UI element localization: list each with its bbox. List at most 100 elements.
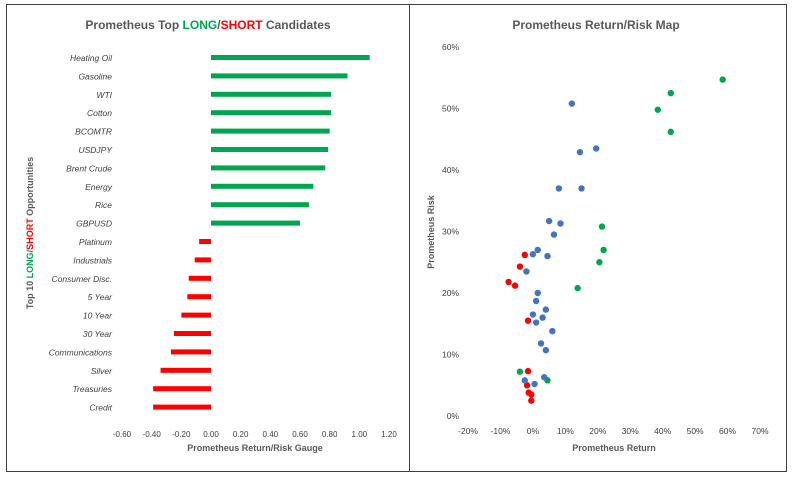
neutral-point — [542, 306, 550, 313]
bar — [211, 202, 309, 208]
category-label: Silver — [91, 366, 113, 376]
long-point — [667, 128, 674, 136]
x-tick-label: 0.40 — [263, 430, 279, 439]
bar — [211, 91, 332, 97]
scatter-chart-xlabel: Prometheus Return — [572, 443, 656, 453]
long-point — [719, 76, 726, 83]
panel-divider — [409, 4, 410, 472]
neutral-point — [532, 319, 540, 326]
chart-frame — [6, 4, 787, 472]
bar-chart: Heating Oil Gasoline WTI Cotton BCOMTR USDJPY… — [49, 53, 398, 439]
long-point — [574, 284, 581, 292]
category-label: Cotton — [87, 108, 112, 118]
category-label: Treasuries — [72, 384, 112, 394]
bar — [173, 331, 211, 336]
neutral-point — [529, 251, 537, 258]
x-tick-label: 0.80 — [322, 430, 338, 439]
category-label: Energy — [85, 182, 113, 192]
neutral-point — [578, 185, 585, 192]
neutral-point — [534, 289, 541, 297]
x-tick-label: 1.20 — [381, 430, 397, 439]
bar — [170, 349, 211, 355]
bar — [211, 128, 330, 134]
neutral-point — [523, 268, 530, 275]
short-point — [528, 391, 535, 398]
bar — [211, 147, 329, 152]
short-point — [524, 367, 532, 375]
x-tick-label: 0.20 — [233, 430, 249, 439]
neutral-point — [592, 145, 600, 152]
bar — [211, 183, 314, 189]
long-point — [516, 368, 524, 375]
short-point — [516, 263, 524, 270]
category-label: Credit — [89, 403, 112, 413]
x-tick-label: 20% — [589, 426, 606, 436]
category-label: Industrials — [73, 255, 112, 265]
neutral-point — [537, 340, 545, 347]
bar-chart-ylabel: Top 10 LONG/SHORT Opportunities — [25, 157, 35, 309]
neutral-point — [550, 231, 558, 238]
y-tick-label: 0% — [447, 411, 460, 421]
category-label: Communications — [49, 347, 113, 357]
short-point — [524, 317, 532, 324]
bar — [211, 220, 300, 226]
neutral-point — [542, 346, 550, 354]
bar — [188, 275, 211, 281]
bar-chart-xlabel: Prometheus Return/Risk Gauge — [187, 443, 323, 453]
long-point — [598, 223, 606, 230]
neutral-point — [521, 377, 528, 384]
short-point — [523, 382, 531, 389]
x-tick-label: 0% — [527, 426, 540, 436]
neutral-point — [557, 220, 564, 227]
x-tick-label: -0.40 — [143, 430, 162, 439]
y-tick-label: 60% — [442, 42, 459, 52]
scatter-chart-ylabel: Prometheus Risk — [426, 194, 436, 269]
long-point — [667, 89, 674, 97]
category-label: Rice — [95, 200, 112, 210]
bar — [211, 110, 332, 116]
long-point — [654, 106, 661, 113]
short-point — [505, 278, 512, 286]
x-tick-label: 10% — [557, 426, 574, 436]
x-tick-label: -0.20 — [172, 430, 191, 439]
neutral-point — [534, 246, 541, 254]
x-tick-label: 0.00 — [203, 430, 219, 439]
neutral-point — [568, 100, 576, 107]
x-tick-label: 30% — [622, 426, 639, 436]
x-tick-label: 40% — [654, 426, 671, 436]
bar — [181, 312, 211, 318]
y-tick-label: 20% — [442, 288, 459, 298]
neutral-point — [532, 297, 540, 305]
category-label: Heating Oil — [70, 53, 113, 63]
category-label: Brent Crude — [66, 163, 112, 173]
title-long-word: LONG — [183, 18, 218, 32]
short-point — [521, 251, 528, 259]
neutral-point — [544, 252, 551, 260]
neutral-point — [541, 374, 548, 381]
bar — [153, 404, 211, 410]
category-label: Platinum — [79, 237, 112, 247]
bar — [211, 165, 326, 171]
long-point — [596, 259, 603, 266]
x-tick-label: 70% — [751, 426, 768, 436]
x-tick-label: 1.00 — [352, 430, 368, 439]
bar — [211, 73, 348, 79]
bar — [160, 367, 211, 373]
category-label: Gasoline — [78, 71, 112, 81]
x-tick-label: -20% — [458, 426, 478, 436]
short-point — [528, 397, 535, 404]
category-label: WTI — [96, 90, 112, 100]
neutral-point — [539, 314, 546, 321]
short-point — [511, 282, 519, 289]
bar — [194, 257, 211, 263]
bar — [199, 239, 211, 244]
x-tick-label: 0.60 — [292, 430, 308, 439]
title-short-word: SHORT — [221, 18, 264, 32]
category-label: 10 Year — [83, 311, 113, 321]
neutral-point — [545, 217, 553, 225]
bar — [153, 386, 211, 392]
y-tick-label: 30% — [442, 227, 459, 237]
category-label: USDJPY — [78, 145, 113, 155]
x-tick-label: -0.60 — [113, 430, 132, 439]
